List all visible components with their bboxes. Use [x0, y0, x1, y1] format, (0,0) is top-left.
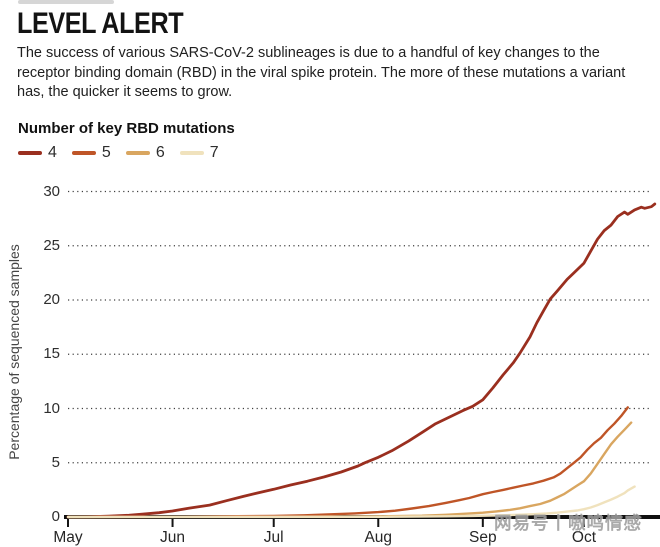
series-line-6-mutations — [66, 421, 633, 519]
x-tick-label-Jul: Jul — [264, 529, 284, 546]
y-tick-label-15: 15 — [43, 345, 60, 363]
line-chart: May Jun Jul Aug Sep Oct — [53, 190, 660, 546]
x-tick-label-Oct: Oct — [572, 529, 597, 546]
legend-swatch — [125, 151, 150, 155]
series-line-5-mutations — [66, 406, 629, 519]
y-tick-label-20: 20 — [43, 291, 60, 308]
legend-swatch — [18, 151, 42, 155]
y-tick-label-5: 5 — [51, 453, 60, 471]
y-tick-label-30: 30 — [43, 182, 60, 200]
watermark: 网易号丨嗷鸣情感 — [494, 513, 642, 533]
y-tick-label-10: 10 — [43, 399, 60, 417]
series-line-4-mutations — [66, 202, 657, 519]
page-title: LEVEL ALERT — [17, 7, 184, 40]
cropped-text-artifact — [18, 0, 114, 4]
y-tick-label-0: 0 — [51, 508, 60, 525]
legend-item-4-mutations: 4 — [18, 144, 57, 162]
legend-label: 7 — [209, 144, 219, 161]
x-tick-label-Jun: Jun — [160, 529, 185, 546]
legend-swatch — [179, 151, 204, 155]
chart-description: The success of various SARS-CoV-2 sublin… — [17, 45, 626, 100]
legend-item-5-mutations: 5 — [71, 144, 111, 162]
legend-label: 6 — [155, 144, 165, 161]
x-tick-label-May: May — [53, 529, 83, 546]
x-tick-label-Sep: Sep — [469, 529, 497, 546]
legend-swatch — [71, 151, 96, 155]
legend-title: Number of key RBD mutations — [18, 120, 235, 137]
legend: 4 5 6 7 — [18, 144, 234, 162]
x-tick-label-Aug: Aug — [364, 529, 392, 546]
series-line-7-mutations — [66, 485, 636, 519]
legend-label: 4 — [48, 144, 57, 161]
legend-item-6-mutations: 6 — [125, 144, 165, 162]
legend-label: 5 — [101, 144, 111, 161]
legend-item-7-mutations: 7 — [179, 144, 219, 162]
y-tick-label-25: 25 — [43, 236, 60, 254]
